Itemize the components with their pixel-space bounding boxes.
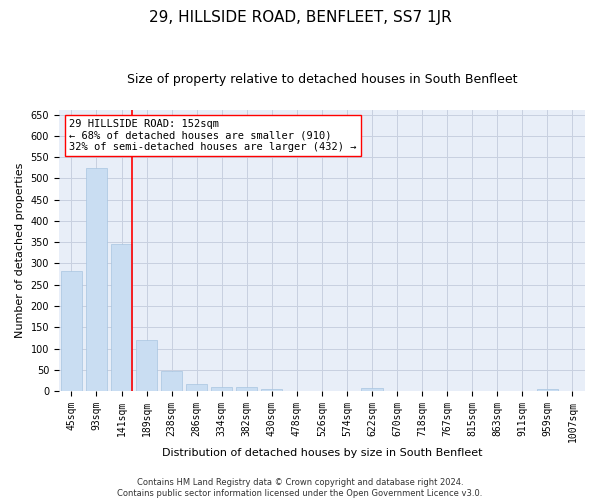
Bar xyxy=(236,387,257,391)
Bar xyxy=(61,270,82,391)
Y-axis label: Number of detached properties: Number of detached properties xyxy=(15,163,25,338)
X-axis label: Distribution of detached houses by size in South Benfleet: Distribution of detached houses by size … xyxy=(162,448,482,458)
Text: 29, HILLSIDE ROAD, BENFLEET, SS7 1JR: 29, HILLSIDE ROAD, BENFLEET, SS7 1JR xyxy=(149,10,451,25)
Bar xyxy=(161,370,182,391)
Bar xyxy=(537,388,558,391)
Bar xyxy=(261,388,283,391)
Bar xyxy=(361,388,383,391)
Title: Size of property relative to detached houses in South Benfleet: Size of property relative to detached ho… xyxy=(127,72,517,86)
Bar xyxy=(136,340,157,391)
Text: 29 HILLSIDE ROAD: 152sqm
← 68% of detached houses are smaller (910)
32% of semi-: 29 HILLSIDE ROAD: 152sqm ← 68% of detach… xyxy=(70,118,357,152)
Bar xyxy=(111,244,132,391)
Bar xyxy=(186,384,208,391)
Text: Contains HM Land Registry data © Crown copyright and database right 2024.
Contai: Contains HM Land Registry data © Crown c… xyxy=(118,478,482,498)
Bar xyxy=(86,168,107,391)
Bar xyxy=(211,387,232,391)
